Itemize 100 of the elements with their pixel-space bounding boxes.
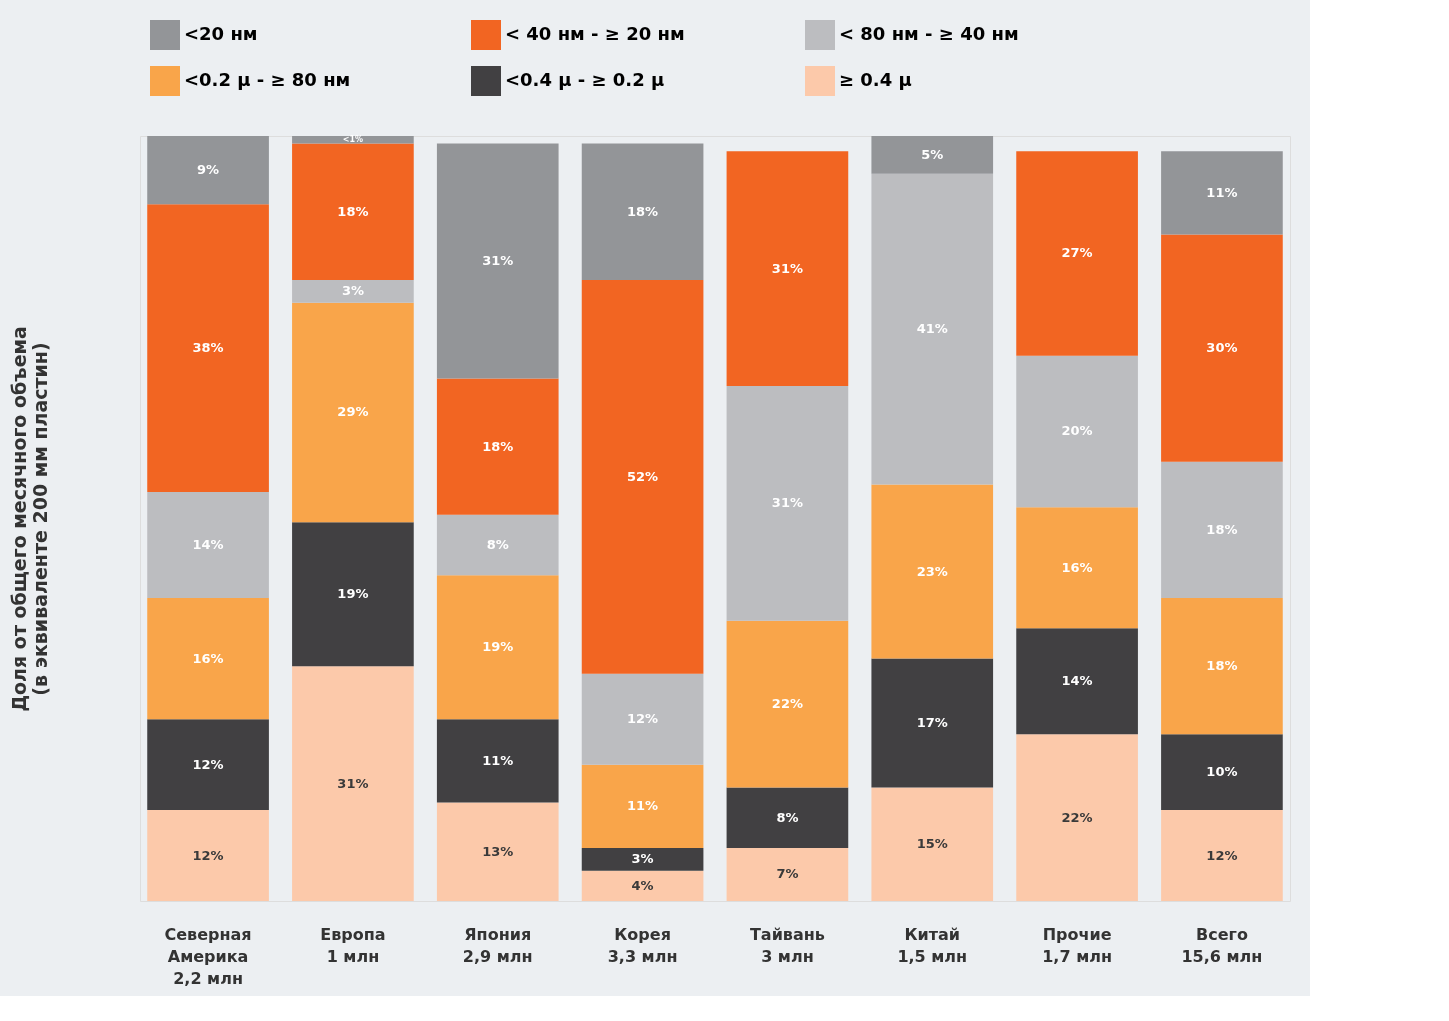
data-label: 18% [627, 203, 659, 219]
legend-label: <0.2 μ - ≥ 80 нм [184, 69, 351, 90]
data-label: 14% [192, 537, 224, 553]
data-label: 9% [197, 162, 220, 178]
x-tick-label: Корея 3,3 млн [607, 924, 678, 966]
bar [581, 279, 704, 674]
data-label: 11% [627, 798, 659, 814]
bar [292, 522, 414, 667]
bar [1161, 151, 1283, 235]
data-label: 30% [1206, 340, 1238, 356]
bar [726, 620, 849, 788]
bar [147, 810, 269, 901]
bar [1016, 734, 1138, 901]
data-label: 18% [482, 438, 514, 454]
data-label: 8% [486, 537, 509, 553]
data-label: 18% [1206, 658, 1238, 674]
data-label: 29% [337, 404, 369, 420]
data-label: 31% [482, 252, 514, 268]
data-label: 3% [341, 283, 364, 299]
data-label: 12% [192, 847, 224, 863]
bar [581, 673, 704, 765]
bar [581, 870, 704, 901]
data-label: 12% [192, 756, 224, 772]
bar [292, 279, 414, 303]
bar [1016, 151, 1138, 356]
bar [726, 847, 849, 901]
bar [436, 143, 559, 379]
bar [1016, 628, 1138, 735]
bar [292, 143, 414, 280]
bar [1161, 734, 1283, 811]
data-label: 20% [1061, 423, 1093, 439]
x-tick-label: Япония 2,9 млн [462, 924, 533, 966]
bar [581, 764, 704, 848]
bar [726, 787, 849, 848]
data-label: 31% [771, 495, 803, 511]
bar [436, 514, 559, 576]
data-label: 11% [1206, 184, 1238, 200]
data-label: 41% [916, 321, 948, 337]
bar [436, 802, 559, 901]
data-label: 16% [192, 650, 224, 666]
data-label: 23% [916, 563, 948, 579]
bar [1161, 461, 1283, 599]
data-label: 13% [482, 843, 514, 859]
data-label: 52% [627, 468, 659, 484]
bar [1016, 355, 1138, 508]
bar [871, 136, 994, 174]
bar [1161, 234, 1283, 462]
bar [292, 136, 414, 144]
bar [436, 719, 559, 803]
bar [292, 666, 414, 901]
data-label: 15% [916, 836, 948, 852]
data-label: 22% [771, 696, 803, 712]
y-axis-title: Доля от общего месячного объема (в эквиваленте 200 мм пластин) [7, 326, 51, 712]
data-label: 27% [1061, 245, 1093, 261]
bar [871, 484, 994, 659]
data-label: 11% [482, 752, 514, 768]
data-label: 12% [627, 711, 659, 727]
bar [871, 787, 994, 901]
data-label: 5% [921, 146, 944, 162]
x-tick-label: Прочие 1,7 млн [1042, 924, 1112, 966]
x-tick-label: Китай 1,5 млн [897, 924, 968, 966]
bar [871, 658, 994, 788]
bar [581, 143, 704, 280]
bar [726, 385, 849, 621]
bar [147, 136, 269, 205]
x-tick-label: Тайвань 3 млн [749, 924, 825, 966]
data-label: 17% [916, 715, 948, 730]
legend-label: <0.4 μ - ≥ 0.2 μ [505, 69, 665, 90]
legend-label: <20 нм [184, 23, 258, 44]
data-label: 19% [337, 586, 369, 602]
bar [581, 847, 704, 871]
data-label: 8% [776, 809, 799, 825]
data-label: 7% [776, 866, 799, 882]
data-label: 18% [337, 203, 369, 219]
legend-label: < 40 нм - ≥ 20 нм [505, 23, 685, 44]
bar [147, 598, 269, 720]
data-label: 19% [482, 639, 514, 655]
bar [1016, 507, 1138, 629]
data-label: 31% [337, 775, 369, 791]
legend-label: < 80 нм - ≥ 40 нм [839, 23, 1019, 44]
legend-label: ≥ 0.4 μ [839, 69, 912, 90]
data-label: 22% [1061, 809, 1093, 825]
bar [147, 491, 269, 599]
bar [292, 302, 414, 523]
bar [871, 173, 994, 485]
bar [436, 378, 559, 515]
x-tick-label: Всего 15,6 млн [1181, 924, 1263, 966]
data-label: 4% [631, 877, 654, 893]
data-label: <1% [342, 134, 364, 144]
data-label: 14% [1061, 673, 1093, 689]
data-label: 16% [1061, 559, 1093, 575]
bar [436, 575, 559, 720]
data-label: 3% [631, 851, 654, 867]
data-label: 38% [192, 340, 224, 356]
bar [1161, 598, 1283, 735]
bar [147, 204, 269, 492]
bar [726, 151, 849, 386]
bar [1161, 810, 1283, 901]
data-label: 31% [771, 260, 803, 276]
data-label: 18% [1206, 521, 1238, 537]
